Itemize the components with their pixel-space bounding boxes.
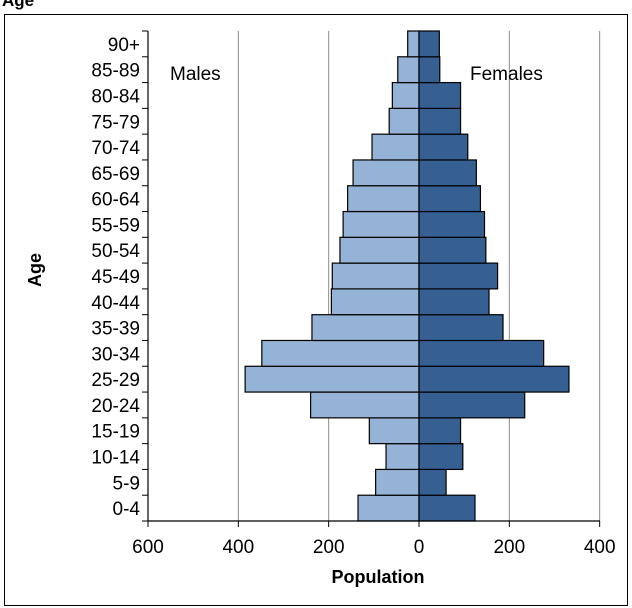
x-tick-label: 200 bbox=[313, 537, 345, 558]
bar-male-35-39 bbox=[311, 314, 420, 342]
y-axis-title: Age bbox=[25, 253, 45, 287]
bar-female-75-79 bbox=[418, 107, 462, 135]
bar-male-45-49 bbox=[331, 262, 420, 290]
bar-female-80-84 bbox=[418, 81, 462, 109]
y-tick-label: 55-59 bbox=[91, 215, 140, 236]
bar-female-10-14 bbox=[418, 443, 464, 471]
y-tick-label: 40-44 bbox=[91, 293, 140, 314]
bar-female-50-54 bbox=[418, 236, 487, 264]
chart-top-label: Age bbox=[2, 0, 35, 10]
x-tick-label: 600 bbox=[132, 537, 164, 558]
bar-female-20-24 bbox=[418, 391, 526, 419]
y-tick-label: 90+ bbox=[108, 35, 140, 56]
bar-female-70-74 bbox=[418, 133, 469, 161]
bar-male-50-54 bbox=[339, 236, 420, 264]
bar-male-70-74 bbox=[371, 133, 420, 161]
bar-male-75-79 bbox=[388, 107, 420, 135]
y-tick-label: 80-84 bbox=[91, 86, 140, 107]
series-label-males: Males bbox=[170, 64, 221, 85]
y-tick-label: 75-79 bbox=[91, 112, 140, 133]
bar-male-65-69 bbox=[352, 159, 420, 187]
bar-male-25-29 bbox=[244, 365, 420, 393]
bar-male-40-44 bbox=[330, 288, 420, 316]
y-tick-label: 70-74 bbox=[91, 138, 140, 159]
y-tick-label: 10-14 bbox=[91, 448, 140, 469]
bar-female-25-29 bbox=[418, 365, 570, 393]
y-tick-label: 35-39 bbox=[91, 319, 140, 340]
bar-male-10-14 bbox=[385, 443, 420, 471]
bar-male-80-84 bbox=[391, 81, 420, 109]
bar-female-0-4 bbox=[418, 494, 476, 522]
y-tick-label: 15-19 bbox=[91, 422, 140, 443]
bar-female-5-9 bbox=[418, 468, 447, 496]
y-tick-label: 50-54 bbox=[91, 241, 140, 262]
x-axis-title: Population bbox=[332, 567, 425, 587]
bar-female-65-69 bbox=[418, 159, 477, 187]
x-tick-label: 0 bbox=[414, 537, 425, 558]
bar-male-60-64 bbox=[347, 185, 420, 213]
bar-female-55-59 bbox=[418, 210, 486, 238]
y-tick-label: 30-34 bbox=[91, 344, 140, 365]
y-tick-label: 85-89 bbox=[91, 61, 140, 82]
series-label-females: Females bbox=[470, 64, 543, 85]
y-tick-label: 65-69 bbox=[91, 164, 140, 185]
bar-male-55-59 bbox=[342, 210, 420, 238]
y-tick-label: 60-64 bbox=[91, 190, 140, 211]
bar-female-45-49 bbox=[418, 262, 499, 290]
y-tick-label: 5-9 bbox=[113, 473, 140, 494]
bar-male-15-19 bbox=[368, 417, 420, 445]
y-tick-label: 0-4 bbox=[113, 499, 141, 520]
labels: 0-4 5-9 10-14 15-19 20-24 25-29 30-34 35-39 40-4… bbox=[25, 35, 616, 587]
bar-male-85-89 bbox=[397, 56, 420, 84]
bar-male-0-4 bbox=[357, 494, 420, 522]
bar-female-90+ bbox=[418, 30, 440, 58]
axes bbox=[142, 30, 601, 527]
chart-frame bbox=[4, 14, 628, 606]
gridlines bbox=[237, 31, 601, 521]
bar-male-5-9 bbox=[375, 468, 420, 496]
bar-female-15-19 bbox=[418, 417, 462, 445]
bar-male-30-34 bbox=[261, 339, 420, 367]
x-tick-label: 400 bbox=[584, 537, 616, 558]
bar-female-30-34 bbox=[418, 339, 545, 367]
y-tick-label: 45-49 bbox=[91, 267, 140, 288]
bar-female-85-89 bbox=[418, 56, 441, 84]
bar-female-60-64 bbox=[418, 185, 482, 213]
y-tick-label: 20-24 bbox=[91, 396, 140, 417]
x-tick-label: 400 bbox=[222, 537, 254, 558]
bars bbox=[244, 30, 570, 522]
bar-female-40-44 bbox=[418, 288, 490, 316]
y-tick-label: 25-29 bbox=[91, 370, 140, 391]
bar-male-20-24 bbox=[310, 391, 420, 419]
x-tick-label: 200 bbox=[493, 537, 525, 558]
bar-male-90+ bbox=[407, 30, 420, 58]
bar-female-35-39 bbox=[418, 314, 504, 342]
